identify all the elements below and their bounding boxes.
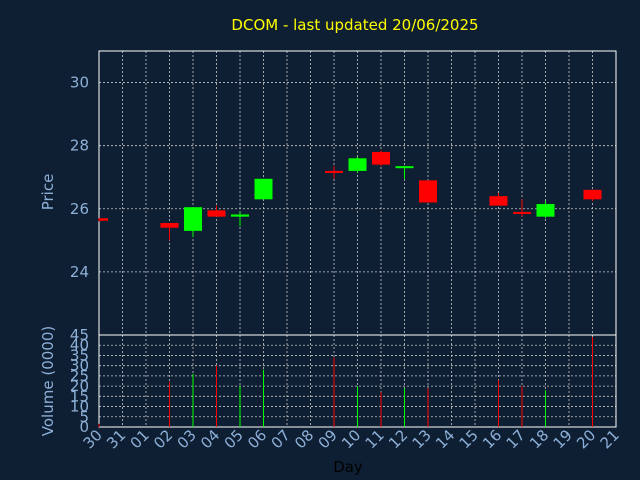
candle-body <box>583 189 602 200</box>
candle-body <box>372 151 390 165</box>
price-tick-label: 30 <box>70 74 89 92</box>
x-tick-label: 03 <box>174 426 200 452</box>
volume-tick-label: 35 <box>70 346 89 364</box>
candle-body <box>207 210 226 217</box>
x-tick-label: 18 <box>526 426 552 452</box>
candle <box>372 150 390 167</box>
volume-tick-label: 5 <box>79 408 89 426</box>
candle-body <box>395 166 414 169</box>
price-grid <box>99 51 616 335</box>
candle-body <box>231 214 249 217</box>
x-tick-label: 08 <box>291 426 317 452</box>
volume-tick-label: 45 <box>70 326 89 344</box>
candle <box>207 205 226 217</box>
price-y-ticks: 24 26 28 30 <box>70 74 89 281</box>
volume-tick-label: 10 <box>70 398 89 416</box>
volume-tick-label: 40 <box>70 336 89 354</box>
candle-body <box>184 207 202 231</box>
volume-axis-label: Volume (0000) <box>39 326 57 436</box>
candle <box>513 199 531 217</box>
x-tick-label: 20 <box>573 426 599 452</box>
candle <box>419 180 437 203</box>
candle-body <box>325 170 343 173</box>
volume-tick-label: 0 <box>79 418 89 436</box>
x-tick-label: 07 <box>268 426 294 452</box>
x-tick-label: 02 <box>150 426 176 452</box>
x-tick-label: 19 <box>550 426 576 452</box>
volume-tick-label: 20 <box>70 377 89 395</box>
candle <box>583 189 602 201</box>
x-tick-label: 11 <box>362 426 388 452</box>
price-tick-label: 28 <box>70 137 89 155</box>
candle-body <box>348 158 367 171</box>
candles <box>98 150 602 241</box>
x-tick-label: 31 <box>103 426 129 452</box>
price-tick-label: 24 <box>70 263 89 281</box>
candle <box>98 218 108 222</box>
x-tick-label: 14 <box>432 426 458 452</box>
volume-tick-label: 25 <box>70 367 89 385</box>
x-tick-label: 05 <box>221 426 247 452</box>
candle <box>348 156 367 173</box>
candle <box>254 178 273 200</box>
x-tick-label: 06 <box>244 426 270 452</box>
candle <box>489 193 508 206</box>
candle-body <box>160 222 179 228</box>
candle-body <box>419 180 437 203</box>
x-tick-label: 12 <box>385 426 411 452</box>
candle <box>325 166 343 179</box>
x-tick-label: 04 <box>197 426 223 452</box>
candle <box>231 211 249 227</box>
candle <box>160 222 179 241</box>
x-tick-label: 13 <box>409 426 435 452</box>
price-axis-label: Price <box>39 174 57 211</box>
volume-bars <box>98 337 593 427</box>
candle-body <box>99 218 108 221</box>
x-tick-label: 16 <box>479 426 505 452</box>
x-tick-label: 17 <box>503 426 529 452</box>
x-tick-label: 01 <box>127 426 153 452</box>
candle <box>184 207 202 238</box>
x-ticks: 3031010203040506070809101112131415161718… <box>80 426 623 452</box>
candle-body <box>254 178 273 200</box>
candle-body <box>489 196 508 206</box>
candle-body <box>536 204 555 217</box>
volume-tick-label: 15 <box>70 387 89 405</box>
chart-title: DCOM - last updated 20/06/2025 <box>231 16 478 34</box>
x-tick-label: 21 <box>597 426 623 452</box>
candle-body <box>513 211 531 214</box>
candle <box>395 166 414 179</box>
candle <box>536 200 555 219</box>
price-tick-label: 26 <box>70 200 89 218</box>
x-tick-label: 15 <box>456 426 482 452</box>
x-axis-label: Day <box>333 458 363 476</box>
x-tick-label: 10 <box>338 426 364 452</box>
x-tick-label: 09 <box>315 426 341 452</box>
volume-tick-label: 30 <box>70 357 89 375</box>
